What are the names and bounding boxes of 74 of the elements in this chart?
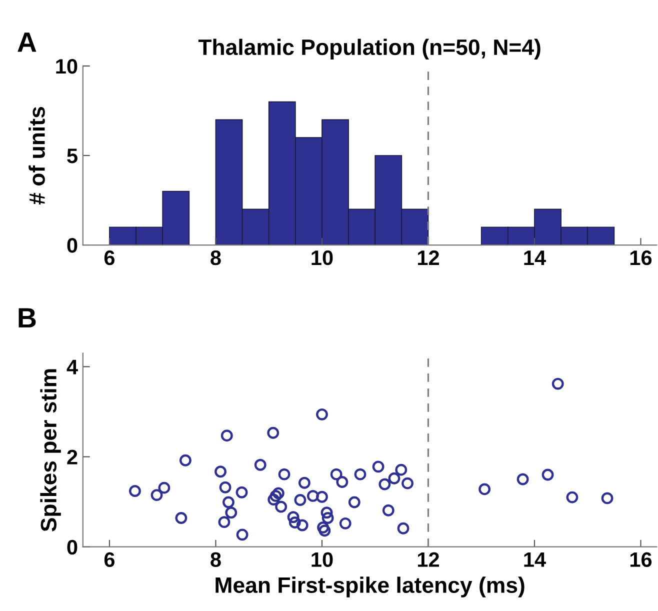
point bbox=[322, 512, 334, 524]
point bbox=[275, 500, 288, 513]
point bbox=[397, 522, 410, 534]
point bbox=[306, 490, 319, 502]
point bbox=[294, 494, 306, 506]
x-tick-label: 16 bbox=[630, 250, 652, 266]
point bbox=[402, 477, 414, 490]
x-tick-label: 10 bbox=[312, 552, 333, 568]
point bbox=[270, 490, 282, 502]
x-tick-label: 12 bbox=[418, 250, 439, 265]
x-tick-label: 6 bbox=[104, 552, 115, 568]
x-axis-title: Mean First-spike latency (ms) bbox=[216, 576, 524, 598]
point bbox=[317, 522, 330, 534]
point bbox=[236, 486, 248, 498]
x-tick-label: 6 bbox=[104, 250, 115, 266]
y-tick-label: 10 bbox=[56, 58, 78, 74]
point bbox=[601, 492, 614, 504]
point bbox=[298, 476, 310, 489]
point bbox=[278, 468, 290, 480]
x-tick-label: 10 bbox=[312, 250, 333, 266]
point bbox=[287, 511, 300, 524]
point bbox=[382, 504, 394, 516]
x-tick-label: 14 bbox=[524, 250, 546, 265]
point bbox=[254, 458, 266, 471]
point bbox=[318, 524, 331, 537]
y-tick-label: 0 bbox=[67, 540, 78, 555]
point bbox=[267, 426, 280, 439]
point bbox=[129, 485, 141, 497]
y-tick-label: 0 bbox=[67, 238, 78, 253]
point bbox=[395, 464, 408, 476]
x-tick-label: 8 bbox=[210, 250, 221, 266]
point bbox=[236, 528, 248, 541]
point bbox=[288, 516, 301, 528]
x-tick-label: 8 bbox=[210, 552, 221, 568]
point bbox=[478, 483, 491, 496]
point bbox=[542, 468, 554, 481]
point bbox=[316, 490, 328, 503]
point bbox=[175, 512, 188, 524]
point bbox=[219, 481, 232, 494]
point bbox=[218, 516, 230, 528]
point bbox=[516, 473, 529, 486]
y-axis-title: Spikes per stim bbox=[40, 369, 61, 532]
point bbox=[320, 506, 333, 519]
text: B bbox=[18, 308, 36, 328]
y-tick-label: 5 bbox=[67, 148, 78, 164]
point bbox=[225, 506, 238, 519]
point bbox=[552, 378, 564, 390]
point bbox=[336, 476, 348, 488]
point bbox=[214, 466, 226, 478]
point bbox=[272, 487, 284, 500]
point bbox=[316, 408, 328, 420]
x-tick-label: 16 bbox=[630, 552, 652, 568]
point bbox=[222, 496, 234, 508]
point bbox=[330, 468, 342, 480]
point bbox=[378, 478, 391, 490]
y-tick-label: 4 bbox=[66, 360, 78, 374]
point bbox=[296, 519, 308, 532]
y-tick-label: 2 bbox=[67, 450, 78, 464]
point bbox=[220, 430, 233, 442]
y-axis-title: # of units bbox=[28, 107, 45, 204]
x-tick-label: 14 bbox=[524, 552, 546, 567]
point bbox=[388, 472, 400, 484]
point bbox=[348, 496, 360, 508]
point bbox=[354, 468, 366, 480]
point bbox=[150, 489, 163, 502]
point bbox=[372, 460, 384, 473]
chart-title: Thalamic Population (n=50, N=4) bbox=[198, 38, 540, 60]
point bbox=[179, 454, 192, 466]
point bbox=[566, 491, 578, 504]
point bbox=[158, 482, 170, 494]
x-tick-label: 12 bbox=[418, 552, 439, 567]
point bbox=[268, 494, 280, 506]
point bbox=[339, 517, 352, 530]
text: A bbox=[18, 32, 36, 52]
